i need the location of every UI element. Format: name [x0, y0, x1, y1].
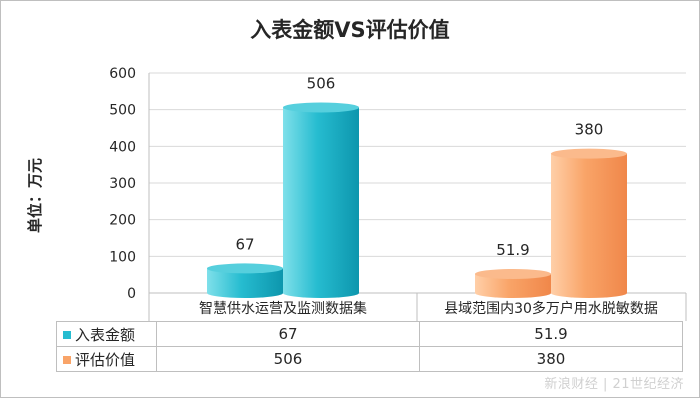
data-table-row: 入表金额 67 51.9: [56, 321, 683, 347]
data-table-row-header: 入表金额: [56, 321, 157, 347]
bar-top-cap: [551, 148, 627, 159]
data-table-cell: 51.9: [419, 321, 683, 347]
bar-base-cap: [551, 288, 627, 298]
x-category-label: 县域范围内30多万户用水脱敏数据: [444, 300, 658, 317]
x-axis-categories: 智慧供水运营及监测数据集 县域范围内30多万户用水脱敏数据: [199, 300, 658, 317]
bar-入表金额: [475, 273, 551, 293]
data-table-cell: 506: [156, 346, 420, 372]
bars: [207, 102, 627, 298]
chart-title: 入表金额VS评估价值: [250, 18, 450, 42]
y-tick-label: 600: [109, 66, 136, 82]
data-table: 入表金额 67 51.9 评估价值 506 380: [56, 321, 683, 372]
legend-swatch: [63, 331, 71, 339]
bar-top-cap: [475, 268, 551, 279]
y-tick-label: 200: [109, 213, 136, 229]
data-label: 67: [235, 235, 254, 253]
y-tick-label: 100: [109, 249, 136, 265]
legend-label: 入表金额: [75, 325, 136, 344]
y-axis-ticks: 0 100 200 300 400 500 600: [109, 66, 136, 302]
data-table-cell: 67: [156, 321, 420, 347]
y-tick-label: 0: [127, 286, 136, 302]
data-table-row-header: 评估价值: [56, 346, 157, 372]
y-tick-label: 300: [109, 176, 136, 192]
data-labels: 67 506 51.9 380: [235, 74, 603, 259]
bar-base-cap: [283, 288, 359, 298]
data-label: 380: [575, 121, 604, 139]
y-tick-label: 400: [109, 139, 136, 155]
bar-base-cap: [475, 288, 551, 298]
data-table-cell: 380: [419, 346, 683, 372]
bar-base-cap: [207, 288, 283, 298]
bar-top-cap: [283, 102, 359, 113]
bar-评估价值: [283, 107, 359, 293]
watermark: 新浪财经 | 21世纪经济: [544, 377, 684, 392]
data-table-row: 评估价值 506 380: [56, 346, 683, 372]
bar-top-cap: [207, 263, 283, 274]
x-category-label: 智慧供水运营及监测数据集: [199, 300, 367, 317]
legend-label: 评估价值: [75, 350, 136, 369]
data-label: 51.9: [496, 241, 529, 259]
bar-评估价值: [551, 153, 627, 293]
y-tick-label: 500: [109, 103, 136, 119]
legend-swatch: [63, 356, 71, 364]
data-label: 506: [307, 74, 336, 92]
